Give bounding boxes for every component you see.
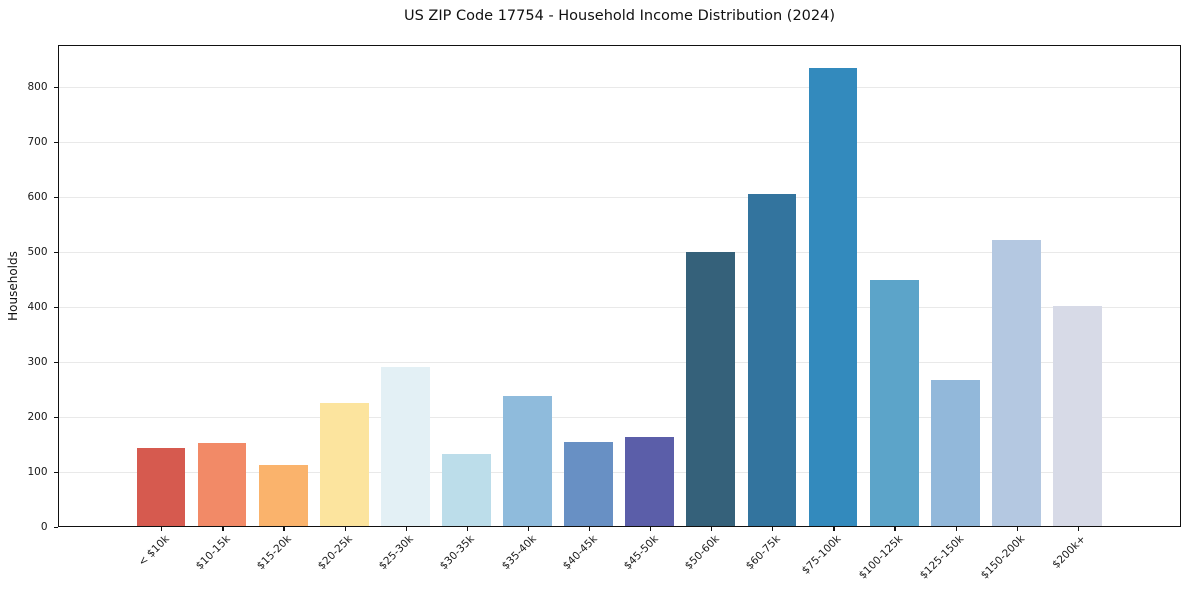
xtick-label-1: $10-15k: [193, 533, 233, 573]
xtick-mark-1: [222, 527, 224, 531]
ytick-mark-200: [54, 416, 58, 419]
bar-$200k+: [1053, 306, 1102, 526]
xtick-mark-0: [161, 527, 163, 531]
xtick-mark-7: [588, 527, 591, 531]
bar-$45-50k: [625, 436, 675, 526]
bar-$60-75k: [747, 194, 797, 526]
gridline-100: [59, 471, 1180, 473]
bar-$100-125k: [869, 279, 919, 526]
gridline-500: [59, 251, 1180, 253]
xtick-label-6: $35-40k: [499, 533, 539, 573]
xtick-label-15: $200k+: [1050, 533, 1089, 571]
bar-$150-200k: [991, 239, 1041, 526]
xtick-mark-14: [1016, 527, 1018, 531]
bar-$50-60k: [686, 252, 736, 526]
ytick-label-0: 0: [40, 521, 48, 533]
ytick-mark-0: [54, 527, 58, 529]
xtick-label-0: < $10k: [136, 533, 172, 569]
xtick-label-10: $60-75k: [743, 533, 783, 573]
ytick-mark-500: [54, 251, 58, 254]
xtick-mark-5: [466, 527, 468, 531]
bar-$75-100k: [808, 67, 858, 526]
bar-$15-20k: [258, 465, 308, 526]
xtick-mark-12: [894, 527, 896, 531]
xtick-label-12: $100-125k: [856, 533, 905, 582]
ytick-mark-100: [54, 471, 58, 474]
bar-$20-25k: [319, 402, 369, 526]
xtick-mark-13: [955, 527, 957, 531]
bar-$25-30k: [380, 366, 430, 526]
ytick-label-200: 200: [27, 410, 48, 423]
xtick-label-7: $40-45k: [560, 533, 600, 573]
xtick-mark-3: [344, 527, 346, 531]
plot-area: [58, 45, 1181, 527]
xtick-mark-11: [833, 527, 835, 531]
gridline-200: [59, 416, 1180, 418]
bar-$125-150k: [930, 380, 980, 526]
chart-title: US ZIP Code 17754 - Household Income Dis…: [403, 8, 836, 24]
xtick-label-9: $50-60k: [682, 533, 722, 573]
xtick-mark-15: [1077, 527, 1079, 531]
gridline-600: [59, 196, 1180, 198]
ytick-mark-700: [54, 141, 58, 144]
bar-$35-40k: [503, 396, 552, 526]
ytick-label-300: 300: [27, 355, 48, 368]
ytick-mark-600: [54, 196, 58, 199]
ytick-label-800: 800: [27, 80, 48, 93]
xtick-mark-4: [405, 527, 407, 531]
xtick-label-11: $75-100k: [800, 533, 844, 577]
xtick-label-14: $150-200k: [978, 533, 1028, 582]
gridline-400: [59, 306, 1180, 308]
xtick-mark-2: [283, 527, 285, 531]
bar-< $10k: [136, 447, 186, 526]
ytick-label-600: 600: [27, 190, 48, 203]
xtick-label-2: $15-20k: [254, 533, 294, 573]
xtick-mark-8: [650, 527, 652, 531]
xtick-label-3: $20-25k: [315, 533, 356, 573]
gridline-800: [59, 86, 1180, 88]
ytick-label-400: 400: [27, 300, 48, 313]
xtick-label-4: $25-30k: [377, 533, 417, 573]
ytick-label-100: 100: [27, 465, 48, 478]
gridline-300: [59, 361, 1180, 363]
xtick-mark-10: [772, 527, 774, 531]
xtick-label-8: $45-50k: [621, 533, 661, 573]
xtick-label-13: $125-150k: [917, 533, 967, 582]
ytick-mark-400: [54, 306, 58, 309]
bar-$40-45k: [564, 441, 614, 526]
bar-$30-35k: [442, 453, 491, 526]
ytick-label-500: 500: [27, 245, 48, 258]
y-axis-label: Households: [6, 251, 20, 321]
xtick-label-5: $30-35k: [438, 533, 478, 573]
xtick-mark-6: [527, 527, 530, 531]
gridline-700: [59, 141, 1180, 143]
bar-$10-15k: [197, 443, 247, 526]
ytick-label-700: 700: [27, 135, 48, 148]
ytick-mark-300: [54, 361, 58, 364]
xtick-mark-9: [711, 527, 713, 531]
ytick-mark-800: [54, 86, 58, 88]
